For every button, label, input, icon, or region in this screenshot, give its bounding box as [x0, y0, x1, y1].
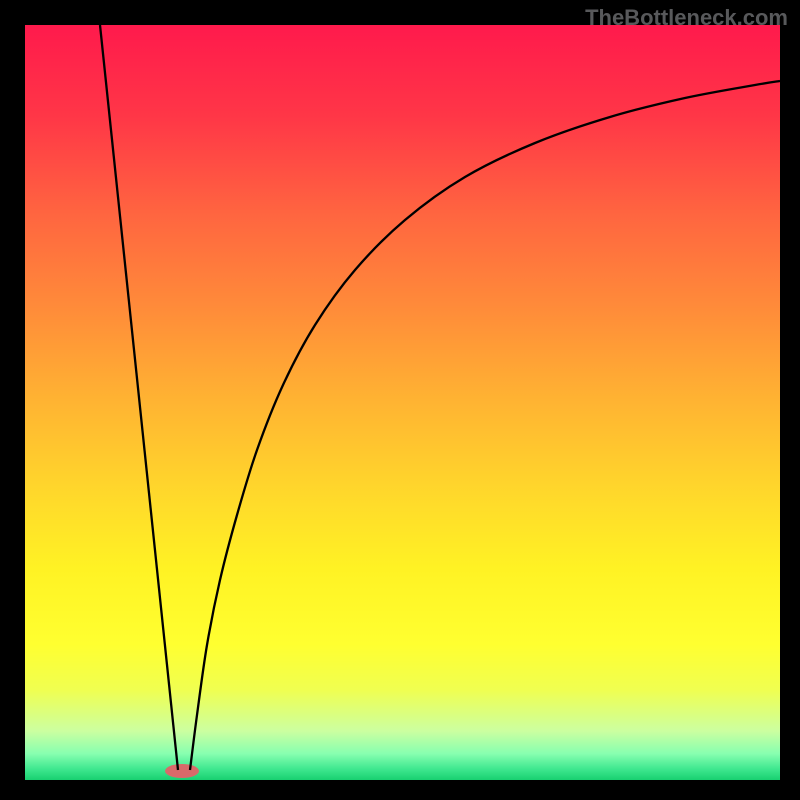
curve-layer — [25, 25, 780, 780]
bottleneck-chart: TheBottleneck.com — [0, 0, 800, 800]
min-marker — [165, 764, 199, 778]
plot-area — [25, 25, 780, 780]
v-curve-left — [100, 25, 178, 770]
v-curve-right — [190, 81, 780, 770]
